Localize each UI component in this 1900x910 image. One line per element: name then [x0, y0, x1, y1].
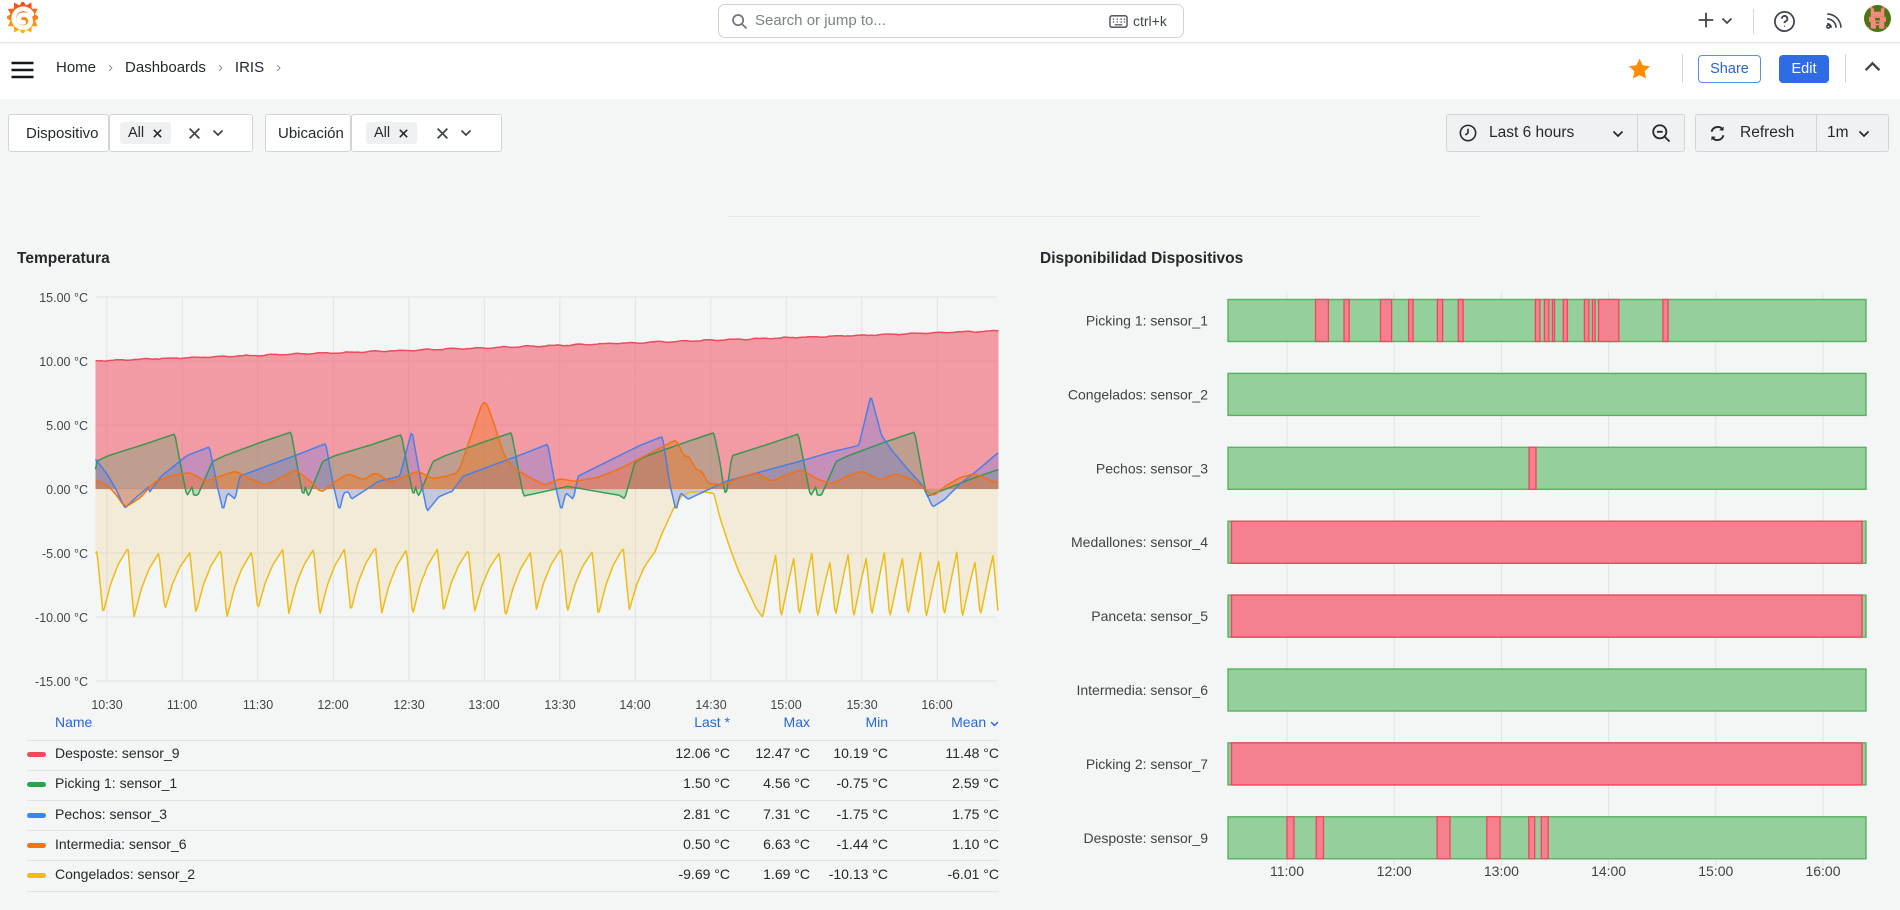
svg-text:-10.00 °C: -10.00 °C: [35, 611, 88, 625]
svg-text:11:00: 11:00: [1270, 863, 1304, 879]
svg-text:Medallones: sensor_4: Medallones: sensor_4: [1071, 534, 1208, 550]
svg-text:13:30: 13:30: [544, 698, 575, 712]
svg-text:5.00 °C: 5.00 °C: [46, 419, 88, 433]
svg-text:12:30: 12:30: [393, 698, 424, 712]
svg-text:0.00 °C: 0.00 °C: [46, 483, 88, 497]
svg-text:13:00: 13:00: [468, 698, 499, 712]
svg-text:15:30: 15:30: [846, 698, 877, 712]
svg-text:-15.00 °C: -15.00 °C: [35, 675, 88, 689]
svg-text:Congelados: sensor_2: Congelados: sensor_2: [1068, 386, 1208, 402]
svg-text:11:30: 11:30: [243, 698, 273, 712]
svg-text:15.00 °C: 15.00 °C: [39, 291, 88, 305]
svg-text:14:00: 14:00: [1591, 863, 1626, 879]
svg-text:11:00: 11:00: [167, 698, 197, 712]
svg-text:10:30: 10:30: [91, 698, 122, 712]
svg-text:Picking 2: sensor_7: Picking 2: sensor_7: [1086, 756, 1208, 772]
svg-text:15:00: 15:00: [1698, 863, 1733, 879]
svg-text:12:00: 12:00: [317, 698, 348, 712]
svg-text:14:30: 14:30: [695, 698, 726, 712]
svg-text:13:00: 13:00: [1484, 863, 1519, 879]
svg-text:Picking 1: sensor_1: Picking 1: sensor_1: [1086, 313, 1208, 329]
svg-text:-5.00 °C: -5.00 °C: [42, 547, 88, 561]
svg-text:15:00: 15:00: [770, 698, 801, 712]
svg-text:14:00: 14:00: [619, 698, 650, 712]
svg-text:Panceta: sensor_5: Panceta: sensor_5: [1091, 608, 1208, 624]
svg-text:16:00: 16:00: [921, 698, 952, 712]
svg-text:Pechos: sensor_3: Pechos: sensor_3: [1096, 460, 1208, 476]
svg-text:Intermedia: sensor_6: Intermedia: sensor_6: [1076, 682, 1208, 698]
svg-text:16:00: 16:00: [1805, 863, 1840, 879]
svg-text:Desposte: sensor_9: Desposte: sensor_9: [1083, 830, 1208, 846]
svg-text:10.00 °C: 10.00 °C: [39, 355, 88, 369]
svg-text:12:00: 12:00: [1377, 863, 1412, 879]
